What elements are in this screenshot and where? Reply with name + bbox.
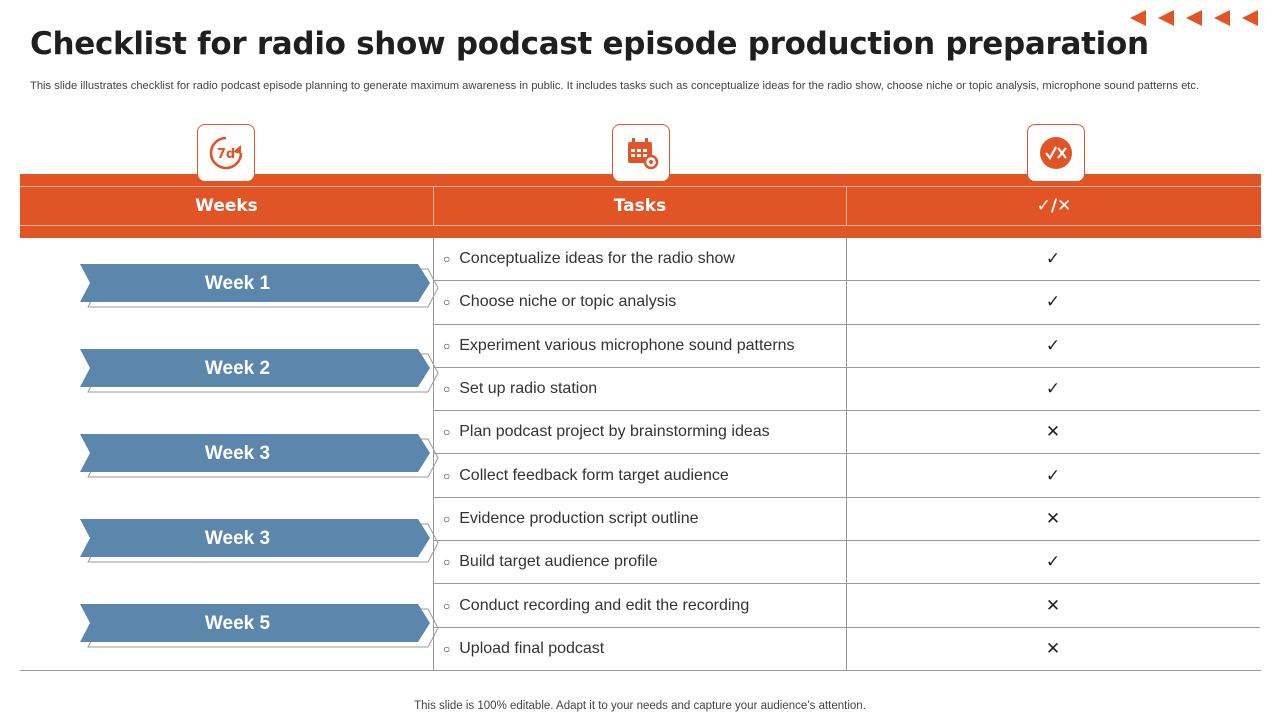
status-mark: ✕ (1045, 595, 1061, 616)
corner-arrows-decoration (1130, 10, 1258, 26)
bullet-icon: ○ (443, 295, 451, 310)
bullet-icon: ○ (443, 382, 451, 397)
task-text: Upload final podcast (459, 640, 605, 658)
task-text: Choose niche or topic analysis (459, 293, 677, 311)
task-cell: ○ Conceptualize ideas for the radio show (433, 238, 846, 280)
left-arrow-icon (1186, 10, 1202, 26)
bullet-icon: ○ (443, 555, 451, 570)
left-arrow-icon (1214, 10, 1230, 26)
slide-title: Checklist for radio show podcast episode… (30, 26, 1149, 62)
status-mark: ✓ (1045, 465, 1061, 486)
week-arrow: Week 2 (80, 349, 440, 393)
bullet-icon: ○ (443, 511, 451, 526)
task-cell: ○ Plan podcast project by brainstorming i… (433, 411, 846, 453)
task-text: Collect feedback form target audience (459, 466, 729, 484)
task-text: Experiment various microphone sound patt… (459, 336, 795, 354)
left-arrow-icon (1158, 10, 1174, 26)
table-row: ○ Plan podcast project by brainstorming i… (433, 411, 1260, 455)
task-rows: ○ Conceptualize ideas for the radio show … (433, 238, 1260, 671)
task-cell: ○ Build target audience profile (433, 541, 846, 583)
week-arrow: Week 3 (80, 519, 440, 563)
week-label: Week 5 (204, 613, 271, 634)
header-tasks: Tasks (433, 187, 846, 225)
task-cell: ○ Choose niche or topic analysis (433, 281, 846, 323)
task-text: Evidence production script outline (459, 509, 699, 527)
7d-refresh-icon: 7d (209, 136, 243, 170)
week-label: Week 3 (204, 528, 271, 549)
bullet-icon: ○ (443, 252, 451, 267)
status-mark: ✕ (1045, 422, 1061, 443)
task-text: Set up radio station (459, 380, 598, 398)
slide-subtitle: This slide illustrates checklist for rad… (30, 80, 1200, 92)
bullet-icon: ○ (443, 598, 451, 613)
svg-text:7d: 7d (217, 147, 235, 162)
week-arrow: Week 5 (80, 604, 440, 648)
header-weeks: Weeks (195, 196, 258, 216)
task-text: Conduct recording and edit the recording (459, 596, 750, 614)
table-row: ○ Conduct recording and edit the recordin… (433, 584, 1260, 628)
table-header-band (20, 174, 1261, 238)
left-arrow-icon (1130, 10, 1146, 26)
task-cell: ○ Collect feedback form target audience (433, 454, 846, 496)
calendar-gear-icon (628, 138, 659, 170)
table-row: ○ Evidence production script outline ✕ (433, 498, 1260, 542)
status-mark: ✕ (1045, 639, 1061, 660)
task-cell: ○ Upload final podcast (433, 628, 846, 671)
status-header-icon-box (1027, 124, 1085, 182)
week-label: Week 2 (204, 358, 271, 379)
week-arrow: Week 1 (80, 264, 440, 308)
status-mark: ✓ (1045, 552, 1061, 573)
status-mark: ✓ (1045, 379, 1061, 400)
week-label: Week 3 (204, 443, 271, 464)
left-arrow-icon (1242, 10, 1258, 26)
bullet-icon: ○ (443, 425, 451, 440)
table-row: ○ Choose niche or topic analysis ✓ (433, 281, 1260, 325)
week-label: Week 1 (204, 273, 271, 294)
table-row: ○ Conceptualize ideas for the radio show … (433, 238, 1260, 282)
task-text: Conceptualize ideas for the radio show (459, 250, 735, 268)
status-mark: ✕ (1045, 508, 1061, 529)
task-cell: ○ Conduct recording and edit the recordin… (433, 584, 846, 626)
slide-footer: This slide is 100% editable. Adapt it to… (414, 700, 866, 712)
task-text: Plan podcast project by brainstorming id… (459, 423, 770, 441)
table-row: ○ Build target audience profile ✓ (433, 541, 1260, 585)
task-cell: ○ Evidence production script outline (433, 498, 846, 540)
table-row: ○ Experiment various microphone sound pat… (433, 325, 1260, 368)
status-mark: ✓ (1045, 292, 1061, 313)
bullet-icon: ○ (443, 468, 451, 483)
table-row: ○ Upload final podcast ✕ (433, 628, 1260, 671)
tasks-header-icon-box (612, 124, 670, 182)
table-header-row: Weeks Tasks ✓/✕ (20, 186, 1261, 226)
task-cell: ○ Experiment various microphone sound pat… (433, 325, 846, 367)
status-mark: ✓ (1045, 335, 1061, 356)
status-mark: ✓ (1045, 249, 1061, 270)
task-cell: ○ Set up radio station (433, 368, 846, 410)
task-text: Build target audience profile (459, 553, 658, 571)
week-arrow: Week 3 (80, 434, 440, 478)
table-row: ○ Collect feedback form target audience ✓ (433, 454, 1260, 498)
checklist-table: Week 1 Week 2 Week 3 Week 3 Week 5 ○ Conc… (20, 238, 1261, 671)
bullet-icon: ○ (443, 642, 451, 657)
header-status: ✓/✕ (846, 187, 1261, 225)
table-row: ○ Set up radio station ✓ (433, 368, 1260, 412)
check-cross-icon (1040, 137, 1072, 169)
weeks-header-icon-box: 7d (197, 124, 255, 182)
bullet-icon: ○ (443, 338, 451, 353)
